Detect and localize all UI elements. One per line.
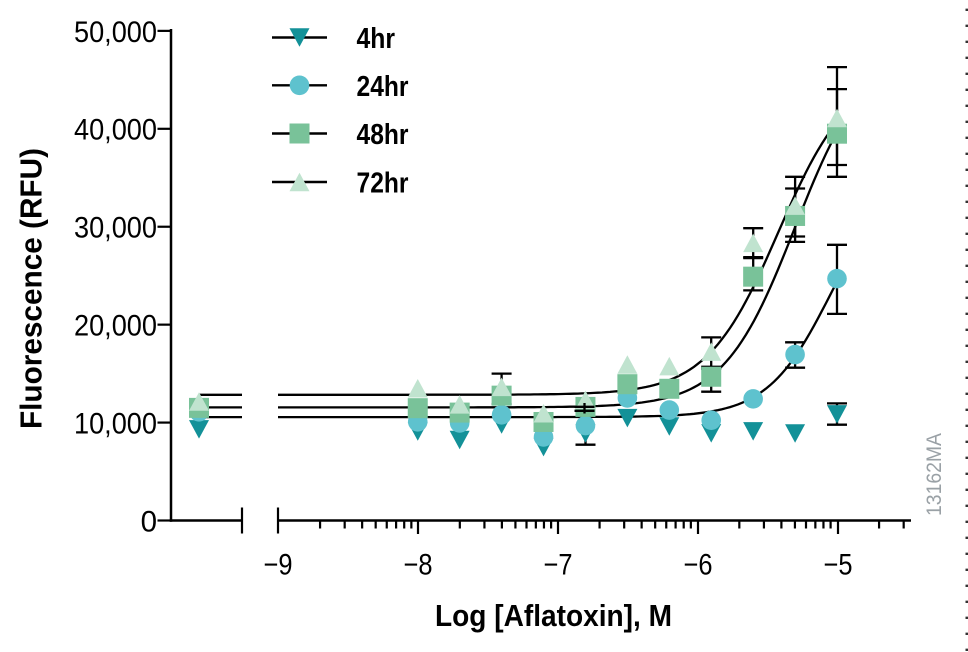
- svg-text:−8: −8: [404, 549, 433, 582]
- svg-text:4hr: 4hr: [357, 23, 396, 55]
- svg-text:48hr: 48hr: [357, 119, 409, 151]
- svg-text:40,000: 40,000: [74, 114, 157, 147]
- svg-text:50,000: 50,000: [74, 16, 157, 49]
- svg-text:−6: −6: [684, 549, 713, 582]
- svg-text:−9: −9: [264, 549, 293, 582]
- svg-text:24hr: 24hr: [357, 71, 409, 103]
- svg-text:13162MA: 13162MA: [923, 433, 946, 516]
- svg-text:−7: −7: [544, 549, 573, 582]
- svg-text:Fluorescence (RFU): Fluorescence (RFU): [15, 148, 49, 429]
- svg-text:20,000: 20,000: [74, 310, 157, 343]
- svg-text:−5: −5: [824, 549, 853, 582]
- svg-text:72hr: 72hr: [357, 168, 409, 200]
- svg-text:30,000: 30,000: [74, 212, 157, 245]
- svg-text:Log [Aflatoxin], M: Log [Aflatoxin], M: [435, 599, 672, 633]
- svg-text:10,000: 10,000: [74, 408, 157, 441]
- svg-text:0: 0: [141, 505, 157, 538]
